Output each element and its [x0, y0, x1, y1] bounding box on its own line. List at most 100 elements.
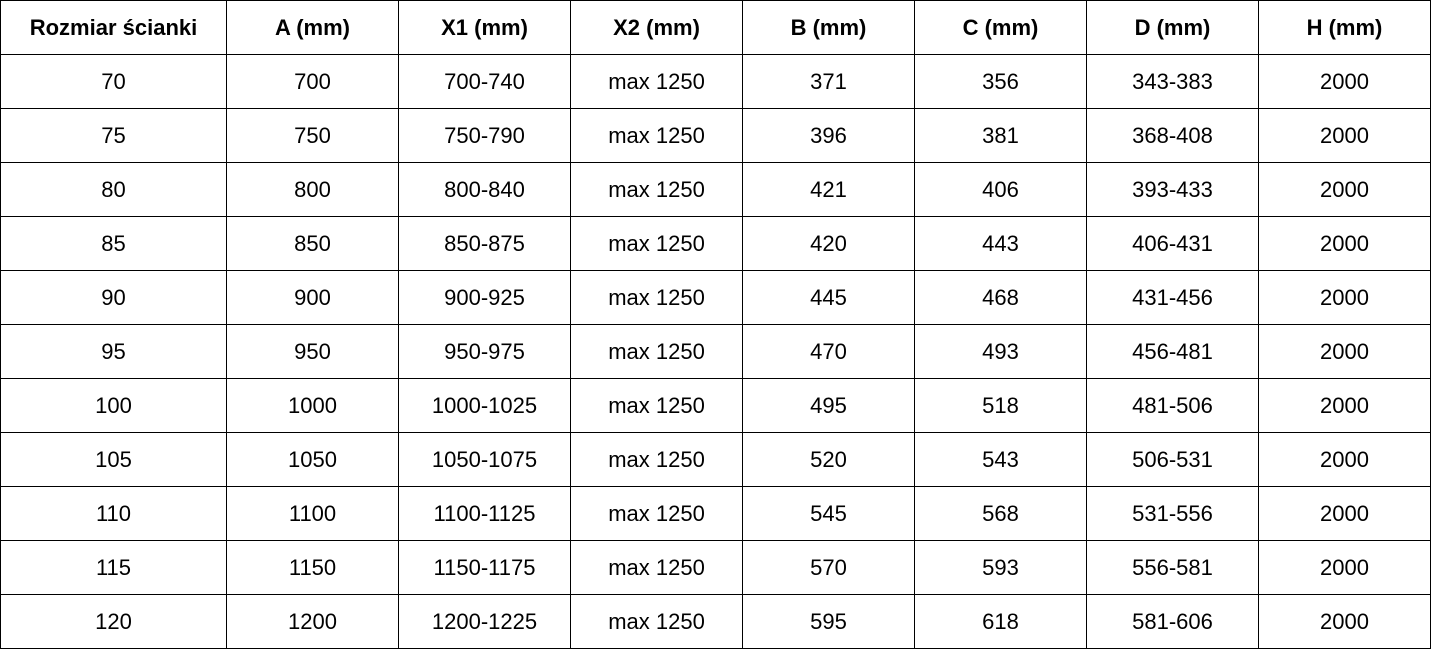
table-cell: 80 — [0, 162, 227, 217]
table-cell: 493 — [914, 324, 1087, 379]
table-cell: max 1250 — [570, 486, 743, 541]
table-cell: 850 — [226, 216, 399, 271]
table-cell: 2000 — [1258, 540, 1431, 595]
table-cell: 105 — [0, 432, 227, 487]
table-cell: 371 — [742, 54, 915, 109]
table-cell: 381 — [914, 108, 1087, 163]
table-cell: 470 — [742, 324, 915, 379]
table-cell: 700-740 — [398, 54, 571, 109]
table-cell: 1150-1175 — [398, 540, 571, 595]
header-cell: A (mm) — [226, 0, 399, 55]
table-cell: 1050 — [226, 432, 399, 487]
table-cell: 393-433 — [1086, 162, 1259, 217]
table-cell: max 1250 — [570, 270, 743, 325]
table-cell: 581-606 — [1086, 594, 1259, 649]
table-cell: 1150 — [226, 540, 399, 595]
table-cell: 368-408 — [1086, 108, 1259, 163]
table-row: 85 850 850-875 max 1250 420 443 406-431 2000 — [0, 216, 1431, 271]
table-cell: 900 — [226, 270, 399, 325]
table-cell: 2000 — [1258, 216, 1431, 271]
table-cell: 115 — [0, 540, 227, 595]
table-cell: 850-875 — [398, 216, 571, 271]
table-cell: 2000 — [1258, 432, 1431, 487]
table-cell: 495 — [742, 378, 915, 433]
table-cell: 900-925 — [398, 270, 571, 325]
table-cell: 1100 — [226, 486, 399, 541]
table-cell: max 1250 — [570, 324, 743, 379]
table-cell: 456-481 — [1086, 324, 1259, 379]
table-cell: 2000 — [1258, 324, 1431, 379]
table-cell: 543 — [914, 432, 1087, 487]
table-cell: max 1250 — [570, 378, 743, 433]
header-cell: X2 (mm) — [570, 0, 743, 55]
table-row: 70 700 700-740 max 1250 371 356 343-383 2000 — [0, 54, 1431, 109]
table-cell: 1000-1025 — [398, 378, 571, 433]
table-cell: 950 — [226, 324, 399, 379]
table-cell: 406 — [914, 162, 1087, 217]
table-cell: max 1250 — [570, 594, 743, 649]
table-cell: 95 — [0, 324, 227, 379]
table-cell: 2000 — [1258, 54, 1431, 109]
table-cell: 568 — [914, 486, 1087, 541]
table-cell: 406-431 — [1086, 216, 1259, 271]
header-cell: H (mm) — [1258, 0, 1431, 55]
table-cell: max 1250 — [570, 54, 743, 109]
table-cell: max 1250 — [570, 108, 743, 163]
table-cell: 2000 — [1258, 378, 1431, 433]
table-row: 120 1200 1200-1225 max 1250 595 618 581-606 200… — [0, 594, 1431, 649]
table-cell: 70 — [0, 54, 227, 109]
table-cell: 2000 — [1258, 486, 1431, 541]
table-cell: 531-556 — [1086, 486, 1259, 541]
table-cell: max 1250 — [570, 216, 743, 271]
table-cell: 506-531 — [1086, 432, 1259, 487]
table-cell: 85 — [0, 216, 227, 271]
table-cell: 545 — [742, 486, 915, 541]
table-cell: 593 — [914, 540, 1087, 595]
table-cell: 520 — [742, 432, 915, 487]
table-cell: 2000 — [1258, 270, 1431, 325]
table-cell: 120 — [0, 594, 227, 649]
table-row: 110 1100 1100-1125 max 1250 545 568 531-556 200… — [0, 486, 1431, 541]
table-cell: 750 — [226, 108, 399, 163]
table-cell: 1050-1075 — [398, 432, 571, 487]
table-cell: 100 — [0, 378, 227, 433]
table-cell: 481-506 — [1086, 378, 1259, 433]
table-row: 95 950 950-975 max 1250 470 493 456-481 2000 — [0, 324, 1431, 379]
table-cell: 570 — [742, 540, 915, 595]
header-row: Rozmiar ścianki A (mm) X1 (mm) X2 (mm) B (mm… — [0, 0, 1431, 55]
table-cell: 75 — [0, 108, 227, 163]
table-cell: 800-840 — [398, 162, 571, 217]
table-cell: 356 — [914, 54, 1087, 109]
table-cell: 618 — [914, 594, 1087, 649]
table-cell: 1100-1125 — [398, 486, 571, 541]
header-cell: X1 (mm) — [398, 0, 571, 55]
table-cell: 110 — [0, 486, 227, 541]
header-cell: D (mm) — [1086, 0, 1259, 55]
table-cell: 2000 — [1258, 108, 1431, 163]
table-cell: 750-790 — [398, 108, 571, 163]
table-cell: 950-975 — [398, 324, 571, 379]
table-row: 90 900 900-925 max 1250 445 468 431-456 2000 — [0, 270, 1431, 325]
table-row: 115 1150 1150-1175 max 1250 570 593 556-581 200… — [0, 540, 1431, 595]
table-cell: 343-383 — [1086, 54, 1259, 109]
table-cell: 431-456 — [1086, 270, 1259, 325]
table-row: 105 1050 1050-1075 max 1250 520 543 506-531 200… — [0, 432, 1431, 487]
table-cell: 800 — [226, 162, 399, 217]
table-cell: 2000 — [1258, 594, 1431, 649]
table-row: 100 1000 1000-1025 max 1250 495 518 481-506 200… — [0, 378, 1431, 433]
table-cell: 700 — [226, 54, 399, 109]
header-cell: C (mm) — [914, 0, 1087, 55]
table-cell: 90 — [0, 270, 227, 325]
table-cell: 421 — [742, 162, 915, 217]
header-cell: Rozmiar ścianki — [0, 0, 227, 55]
table-cell: max 1250 — [570, 432, 743, 487]
table-cell: 2000 — [1258, 162, 1431, 217]
table-cell: 1200 — [226, 594, 399, 649]
table-cell: 518 — [914, 378, 1087, 433]
table-cell: max 1250 — [570, 540, 743, 595]
table-cell: 420 — [742, 216, 915, 271]
table-cell: 443 — [914, 216, 1087, 271]
table-cell: 1000 — [226, 378, 399, 433]
